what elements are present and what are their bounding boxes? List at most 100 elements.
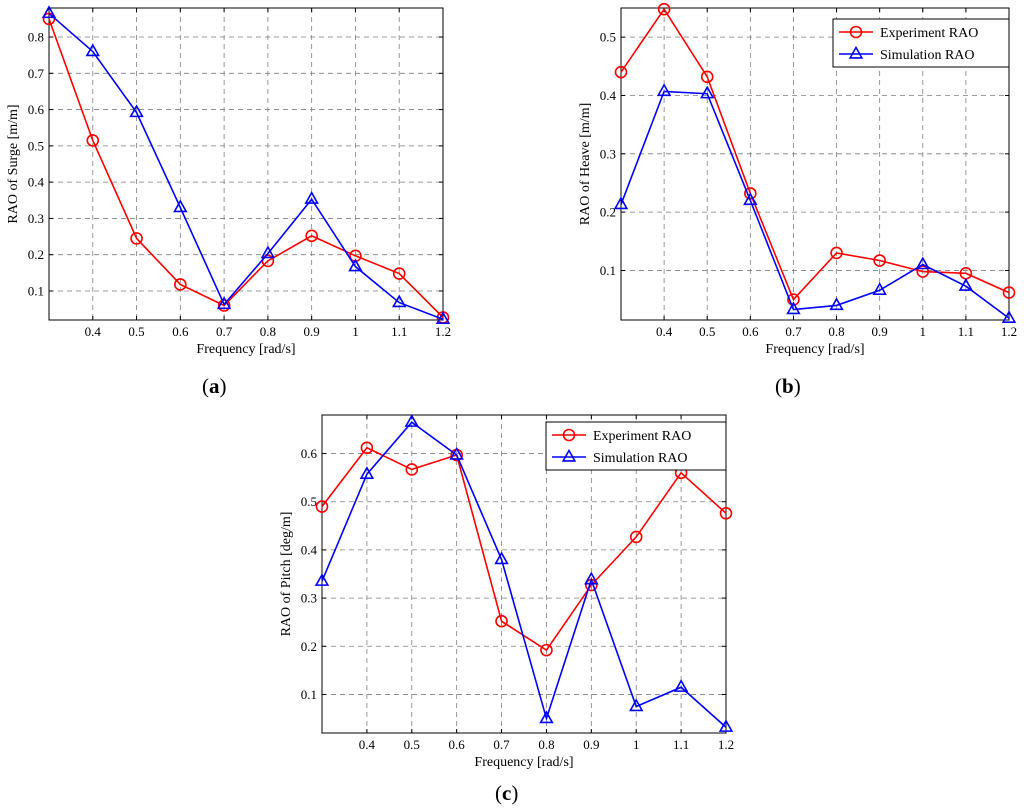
legend-entry: Simulation RAO [593, 451, 688, 466]
data-point [719, 506, 733, 520]
data-point [629, 698, 644, 712]
y-tick-label: 0.1 [301, 687, 317, 702]
x-tick-label: 1 [920, 324, 927, 339]
data-point [787, 293, 800, 306]
x-tick-label: 1 [633, 737, 640, 752]
data-point [718, 719, 734, 732]
series-experiment [614, 2, 1016, 306]
x-tick-label: 0.4 [359, 737, 376, 752]
data-point [873, 254, 886, 267]
data-point [173, 199, 188, 213]
data-point [216, 296, 232, 310]
data-point [656, 83, 672, 97]
x-axis-label: Frequency [rad/s] [196, 342, 295, 357]
data-point [435, 311, 451, 324]
y-tick-label: 0.4 [28, 175, 45, 190]
data-point [129, 104, 144, 118]
data-point [360, 441, 374, 455]
y-tick-label: 0.2 [301, 639, 317, 654]
data-point [404, 414, 419, 427]
data-point [830, 246, 843, 260]
x-axis-label: Frequency [rad/s] [474, 755, 573, 770]
x-tick-label: 1.2 [1001, 324, 1017, 339]
y-tick-label: 0.3 [600, 146, 616, 161]
data-point [304, 191, 319, 204]
chart-b: 0.4 0.5 0.6 0.7 0.8 0.9 1 1.1 1.2 0.1 0.2 0.3 0.4 0.5… [578, 2, 1017, 357]
x-tick-label: 0.5 [404, 737, 420, 752]
data-point [314, 573, 330, 586]
data-point [315, 500, 329, 513]
x-tick-label: 1.2 [718, 737, 734, 752]
x-tick-label: 0.5 [699, 324, 715, 339]
legend-entry: Experiment RAO [593, 429, 691, 444]
y-tick-label: 0.5 [301, 494, 317, 509]
data-point [85, 43, 100, 57]
data-point [584, 571, 599, 585]
caption-a: (a) [202, 374, 227, 398]
data-point [539, 710, 554, 724]
data-point [217, 299, 231, 312]
series-line [620, 90, 1010, 319]
data-point [174, 278, 187, 291]
data-point [392, 294, 407, 308]
y-tick-label: 0.3 [301, 591, 317, 606]
legend-box [545, 421, 727, 471]
legend-marker [561, 448, 577, 462]
axes-frame [620, 7, 1010, 321]
axes-frame [48, 7, 444, 321]
x-tick-label: 0.9 [872, 324, 888, 339]
series-line [321, 446, 727, 652]
data-point [613, 196, 629, 210]
x-tick-label: 0.7 [785, 324, 802, 339]
plot-area [49, 8, 443, 320]
y-axis-label: RAO of Pitch [deg/m] [279, 512, 294, 637]
data-point [829, 297, 844, 311]
legend-marker [849, 25, 863, 39]
y-tick-label: 0.5 [600, 30, 616, 45]
data-point [359, 466, 375, 479]
chart-a: 0.4 0.5 0.6 0.7 0.8 0.9 1 1.1 1.2 0.1 0.2 0.3 0.4 0.5… [6, 5, 451, 357]
legend: Experiment RAO Simulation RAO [832, 18, 1010, 68]
x-tick-label: 1.1 [673, 737, 689, 752]
data-point [700, 85, 715, 99]
series-line [321, 421, 727, 728]
y-axis-label: RAO of Heave [m/m] [578, 103, 593, 225]
x-tick-label: 0.8 [538, 737, 554, 752]
data-point [449, 446, 464, 460]
y-tick-label: 0.4 [600, 88, 617, 103]
data-point [700, 70, 714, 84]
data-point [1001, 310, 1017, 323]
series-line [620, 7, 1010, 302]
y-tick-label: 0.6 [301, 446, 318, 461]
legend-entry: Simulation RAO [880, 48, 975, 63]
legend-marker [848, 45, 864, 59]
data-point [41, 5, 57, 19]
data-point [495, 614, 508, 628]
y-tick-label: 0.3 [28, 211, 44, 226]
data-point [614, 65, 628, 79]
data-point [405, 463, 419, 476]
data-point [494, 551, 509, 565]
series-line [48, 18, 444, 319]
data-point [1002, 286, 1016, 299]
series-simulation [314, 414, 734, 732]
y-tick-label: 0.4 [301, 542, 318, 557]
legend-box [832, 18, 1010, 68]
data-point [673, 679, 689, 692]
data-point [915, 256, 930, 270]
y-tick-label: 0.8 [28, 30, 44, 45]
y-tick-label: 0.5 [28, 138, 44, 153]
data-point [130, 232, 143, 245]
data-point [657, 2, 671, 16]
x-tick-label: 0.6 [449, 737, 466, 752]
x-tick-label: 1.1 [958, 324, 974, 339]
chart-c: 0.4 0.5 0.6 0.7 0.8 0.9 1 1.1 1.2 0.1 0.2 0.3 0.4 0.5… [279, 414, 734, 770]
x-tick-label: 0.6 [742, 324, 759, 339]
data-point [305, 229, 318, 243]
y-axis-label: RAO of Surge [m/m] [6, 104, 21, 223]
x-tick-label: 0.8 [260, 324, 276, 339]
legend-entry: Experiment RAO [880, 26, 978, 41]
x-tick-label: 0.5 [128, 324, 144, 339]
y-tick-label: 0.1 [28, 283, 44, 298]
data-point [348, 258, 363, 272]
